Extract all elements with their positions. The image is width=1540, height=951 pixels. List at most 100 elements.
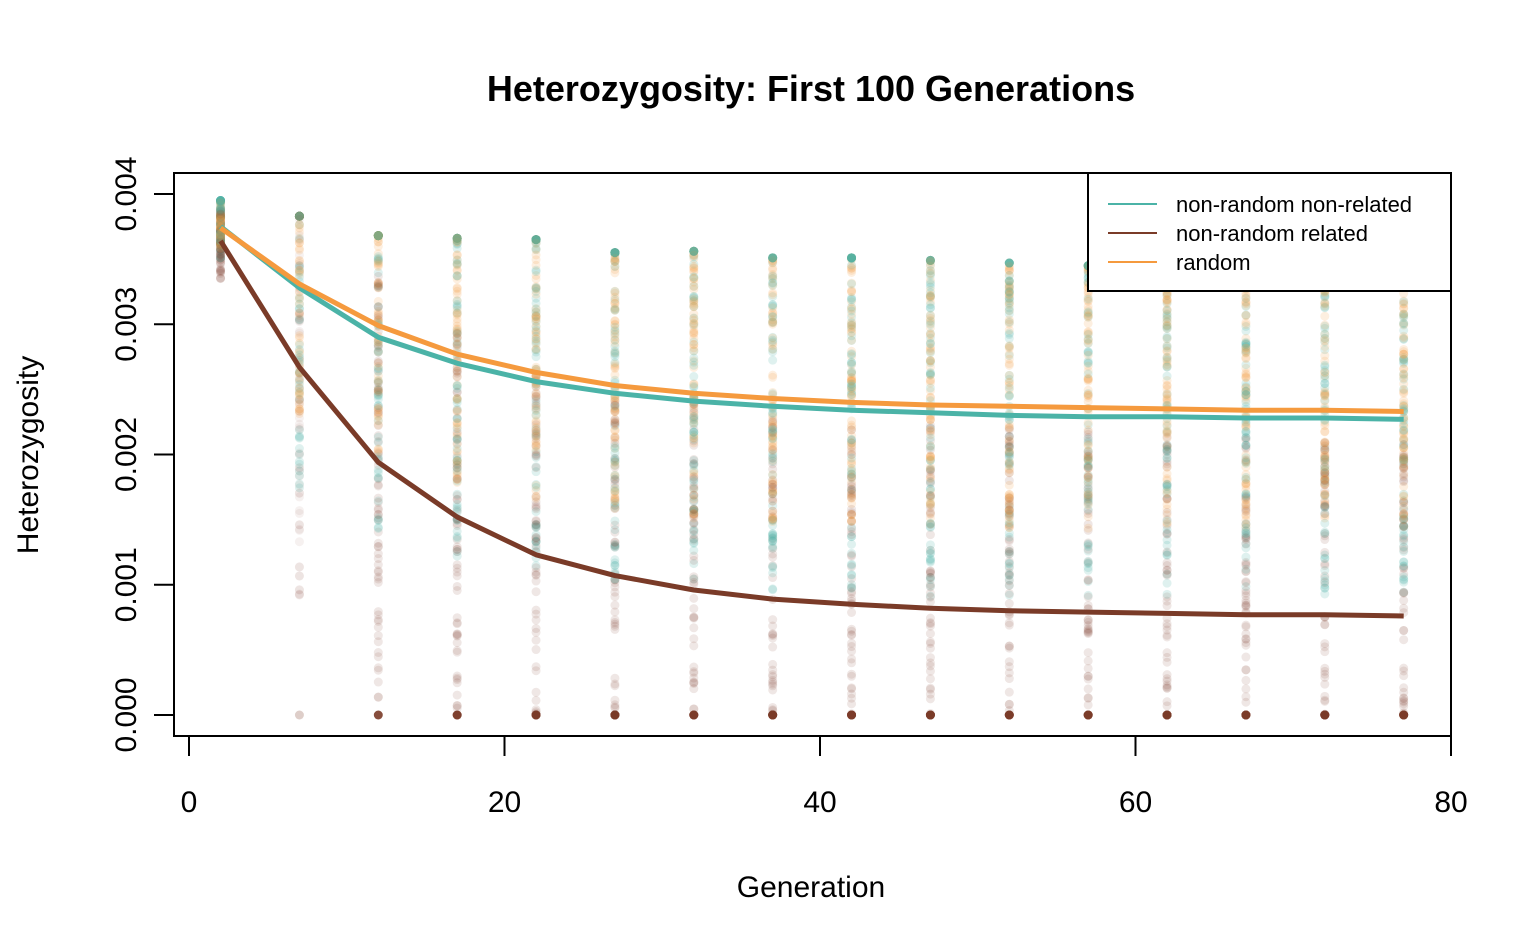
scatter-point bbox=[1162, 547, 1172, 557]
scatter-point bbox=[294, 423, 304, 433]
scatter-point bbox=[294, 211, 304, 221]
scatter-point bbox=[1004, 258, 1014, 268]
scatter-point bbox=[1399, 379, 1409, 389]
scatter-point bbox=[216, 209, 226, 219]
scatter-point bbox=[768, 372, 778, 382]
scatter-point bbox=[216, 268, 226, 278]
scatter-point bbox=[294, 590, 304, 600]
scatter-point bbox=[294, 230, 304, 240]
scatter-point bbox=[216, 217, 226, 227]
scatter-point bbox=[1241, 348, 1251, 358]
scatter-point bbox=[610, 319, 620, 329]
scatter-point bbox=[768, 417, 778, 427]
y-axis: 0.000 0.001 0.002 0.003 0.004 bbox=[110, 156, 175, 753]
scatter-point bbox=[294, 308, 304, 318]
scatter-point bbox=[925, 508, 935, 518]
scatter-point bbox=[216, 259, 226, 269]
scatter-point bbox=[294, 211, 304, 221]
scatter-point bbox=[294, 211, 304, 221]
scatter-point bbox=[1083, 350, 1093, 360]
scatter-point bbox=[216, 214, 226, 224]
scatter-point bbox=[294, 211, 304, 221]
scatter-point bbox=[1083, 305, 1093, 315]
scatter-point bbox=[689, 613, 699, 623]
x-tick-label: 60 bbox=[1119, 786, 1152, 819]
scatter-point bbox=[1004, 480, 1014, 490]
scatter-point bbox=[294, 383, 304, 393]
scatter-point bbox=[216, 199, 226, 209]
scatter-point bbox=[216, 253, 226, 263]
scatter-point bbox=[1162, 578, 1172, 588]
scatter-point bbox=[294, 211, 304, 221]
scatter-point bbox=[452, 233, 462, 243]
scatter-point bbox=[531, 406, 541, 416]
scatter-point bbox=[294, 220, 304, 230]
scatter-point bbox=[216, 231, 226, 241]
scatter-point bbox=[216, 206, 226, 216]
scatter-point bbox=[294, 390, 304, 400]
scatter-point bbox=[216, 202, 226, 212]
scatter-point bbox=[216, 231, 226, 241]
scatter-point bbox=[294, 448, 304, 458]
scatter-point bbox=[294, 562, 304, 572]
scatter-point bbox=[531, 615, 541, 625]
scatter-point bbox=[294, 397, 304, 407]
zero-point bbox=[1399, 710, 1409, 720]
scatter-point bbox=[294, 585, 304, 595]
scatter-point bbox=[847, 493, 857, 503]
scatter-point bbox=[216, 253, 226, 263]
scatter-point bbox=[1004, 303, 1014, 313]
scatter-point bbox=[294, 211, 304, 221]
scatter-point bbox=[1241, 652, 1251, 662]
scatter-point bbox=[294, 524, 304, 534]
scatter-point bbox=[1399, 469, 1409, 479]
scatter-point bbox=[216, 247, 226, 257]
scatter-point bbox=[294, 424, 304, 434]
scatter-point bbox=[1241, 529, 1251, 539]
scatter-point bbox=[768, 300, 778, 310]
scatter-point bbox=[1320, 474, 1330, 484]
scatter-point bbox=[294, 211, 304, 221]
scatter-point bbox=[294, 215, 304, 225]
scatter-point bbox=[1162, 488, 1172, 498]
scatter-point bbox=[294, 525, 304, 535]
scatter-point bbox=[1241, 291, 1251, 301]
scatter-point bbox=[216, 210, 226, 220]
scatter-point bbox=[294, 211, 304, 221]
legend-label: non-random non-related bbox=[1176, 192, 1412, 217]
scatter-point bbox=[294, 293, 304, 303]
scatter-point bbox=[216, 212, 226, 222]
scatter-point bbox=[1004, 383, 1014, 393]
scatter-point bbox=[1004, 599, 1014, 609]
scatter-point bbox=[689, 297, 699, 307]
scatter-point bbox=[847, 473, 857, 483]
scatter-point bbox=[452, 547, 462, 557]
scatter-point bbox=[847, 453, 857, 463]
scatter-point bbox=[294, 211, 304, 221]
scatter-point bbox=[294, 211, 304, 221]
chart-title: Heterozygosity: First 100 Generations bbox=[487, 68, 1135, 109]
scatter-point bbox=[531, 605, 541, 615]
scatter-point bbox=[1162, 371, 1172, 381]
scatter-point bbox=[1004, 436, 1014, 446]
scatter-point bbox=[689, 353, 699, 363]
scatter-point bbox=[847, 548, 857, 558]
scatter-point bbox=[294, 227, 304, 237]
scatter-point bbox=[1399, 595, 1409, 605]
scatter-point bbox=[294, 211, 304, 221]
scatter-point bbox=[216, 247, 226, 257]
x-tick-label: 0 bbox=[181, 786, 198, 819]
scatter-point bbox=[294, 211, 304, 221]
scatter-point bbox=[216, 210, 226, 220]
scatter-point bbox=[1241, 310, 1251, 320]
scatter-point bbox=[294, 263, 304, 273]
scatter-point bbox=[1241, 510, 1251, 520]
scatter-point bbox=[847, 253, 857, 263]
scatter-point bbox=[1399, 425, 1409, 435]
scatter-point bbox=[1004, 699, 1014, 709]
scatter-point bbox=[294, 348, 304, 358]
scatter-point bbox=[1399, 546, 1409, 556]
scatter-point bbox=[531, 267, 541, 277]
scatter-point bbox=[689, 673, 699, 683]
scatter-point bbox=[1241, 371, 1251, 381]
